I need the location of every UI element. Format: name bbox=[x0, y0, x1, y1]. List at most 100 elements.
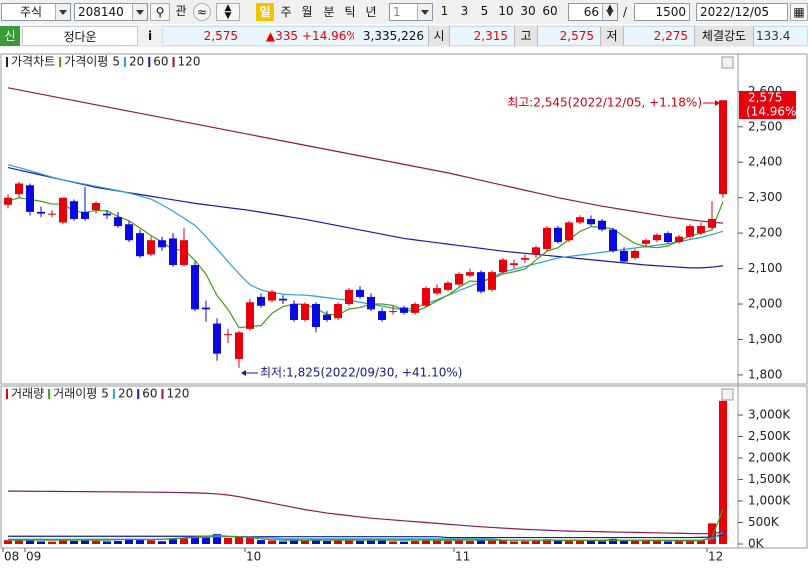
volume-bar bbox=[697, 540, 705, 544]
interval-button[interactable]: 60 bbox=[542, 4, 558, 18]
volume-bar bbox=[213, 534, 221, 544]
volume-bar bbox=[70, 540, 78, 544]
y-tick-label: 1,900 bbox=[748, 332, 782, 346]
candle-body bbox=[213, 323, 221, 354]
period-button[interactable]: 월 bbox=[301, 5, 313, 19]
date: 2022/12/05 bbox=[700, 5, 770, 19]
y-tick-label: 2,300 bbox=[748, 190, 782, 204]
volume-bar bbox=[455, 540, 463, 544]
panel-button[interactable] bbox=[721, 388, 734, 401]
volume-bar bbox=[191, 536, 199, 544]
x-tick-label: 12 bbox=[708, 550, 723, 564]
link-button[interactable]: ≈ bbox=[193, 3, 211, 21]
interval-button[interactable]: 30 bbox=[520, 4, 536, 18]
candle-body bbox=[158, 240, 166, 248]
legend-ma-title: 가격이평 bbox=[64, 55, 108, 69]
y-tick-label: 2,500K bbox=[748, 429, 791, 443]
volume-bar bbox=[367, 540, 375, 544]
volume-bar bbox=[114, 540, 122, 544]
legend-title: 거래량 bbox=[11, 387, 44, 401]
legend-marker bbox=[48, 389, 51, 399]
ma-line bbox=[8, 508, 724, 542]
interval-button[interactable]: 10 bbox=[498, 4, 514, 18]
date-input[interactable]: 2022/12/05 bbox=[696, 3, 788, 21]
strength: 133.4 bbox=[756, 29, 791, 43]
market-select[interactable]: 주식 bbox=[1, 3, 71, 21]
volume-bar bbox=[59, 539, 67, 544]
candle-body bbox=[4, 197, 12, 205]
period-button[interactable]: 주 bbox=[280, 5, 292, 19]
candle-body bbox=[323, 314, 331, 320]
candle-body bbox=[367, 296, 375, 310]
candle-body bbox=[180, 240, 188, 266]
info-button[interactable]: i bbox=[147, 29, 153, 43]
market: 주식 bbox=[20, 5, 43, 19]
volume-bar bbox=[15, 539, 23, 544]
volume-bar bbox=[576, 540, 584, 544]
x-tick-label: 08 bbox=[4, 550, 19, 564]
volume-bar bbox=[488, 540, 496, 544]
volume-bar bbox=[81, 540, 89, 544]
legend-marker bbox=[172, 57, 175, 67]
volume-bar bbox=[400, 541, 408, 544]
x-tick-label: 09 bbox=[26, 550, 41, 564]
period-button[interactable]: 년 bbox=[365, 5, 377, 19]
candle-body bbox=[422, 288, 430, 306]
candle-body bbox=[224, 334, 232, 336]
y-tick-label: 2,000K bbox=[748, 451, 791, 465]
volume-bar bbox=[224, 537, 232, 544]
volume-bar bbox=[433, 540, 441, 544]
high-annotation: 최고:2,545(2022/12/05, +1.18%) bbox=[507, 96, 702, 110]
interval-select[interactable]: 1 bbox=[389, 3, 433, 21]
legend-marker bbox=[148, 57, 151, 67]
period-button[interactable]: 분 bbox=[323, 5, 335, 19]
high-label: 고 bbox=[514, 26, 538, 46]
volume-bar bbox=[301, 540, 309, 544]
annotation-arrowhead bbox=[715, 100, 720, 106]
candle-body bbox=[147, 240, 155, 255]
candle-body bbox=[125, 224, 133, 241]
volume-bar bbox=[48, 541, 56, 544]
volume-bar bbox=[554, 540, 562, 544]
legend-title: 가격차트 bbox=[11, 55, 55, 69]
legend-marker bbox=[161, 389, 164, 399]
volume-bar bbox=[466, 540, 474, 544]
volume-bar bbox=[664, 541, 672, 544]
legend-entry: 60 bbox=[153, 55, 168, 69]
volume-bar bbox=[389, 541, 397, 544]
last-price: 2,575 bbox=[748, 91, 782, 105]
count-input[interactable]: 66 ▲ ▼ bbox=[568, 3, 618, 21]
calendar-button[interactable]: ▦ bbox=[790, 3, 808, 21]
period-button[interactable]: 일 bbox=[256, 3, 274, 21]
candle-body bbox=[279, 298, 287, 301]
volume-bar bbox=[686, 540, 694, 544]
interval-button[interactable]: 3 bbox=[460, 4, 469, 18]
spinner[interactable]: ▲ ▼ bbox=[216, 3, 240, 21]
volume-bar bbox=[37, 541, 45, 544]
volume-bar bbox=[598, 541, 606, 544]
candle-body bbox=[301, 304, 309, 320]
volume-bar bbox=[356, 540, 364, 544]
code-input[interactable]: 208140 bbox=[74, 3, 148, 21]
interval-button[interactable]: 5 bbox=[480, 4, 489, 18]
search-button[interactable]: ⚲ bbox=[150, 3, 170, 21]
volume-bar bbox=[532, 540, 540, 544]
volume-bar bbox=[169, 538, 177, 544]
candle-body bbox=[59, 197, 67, 223]
max-count-input[interactable]: 1500 bbox=[634, 3, 690, 21]
candle-body bbox=[15, 183, 23, 195]
change: ▲335 bbox=[265, 29, 298, 43]
interval-button[interactable]: 1 bbox=[440, 4, 449, 18]
volume-bar bbox=[411, 540, 419, 544]
legend-marker bbox=[123, 57, 126, 67]
period-button[interactable]: 틱 bbox=[344, 5, 356, 19]
panel-button[interactable] bbox=[721, 56, 734, 69]
candle-body bbox=[37, 211, 45, 214]
candle-body bbox=[433, 288, 441, 294]
x-tick-label: 11 bbox=[455, 550, 470, 564]
watch-button[interactable]: 관 bbox=[172, 3, 190, 21]
candle-body bbox=[686, 226, 694, 237]
candle-body bbox=[609, 229, 617, 251]
interval: 1 bbox=[393, 5, 401, 19]
